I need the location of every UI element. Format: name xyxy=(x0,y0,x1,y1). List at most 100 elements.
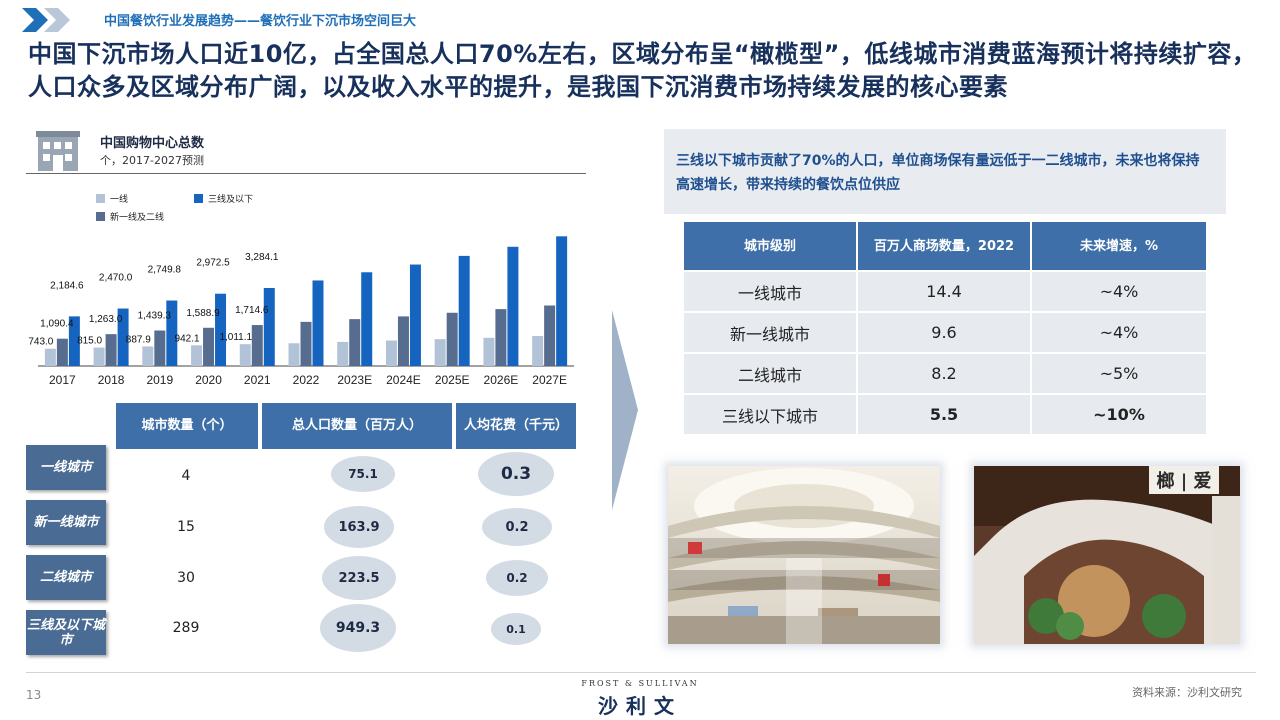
cell-malls: 9.6 xyxy=(858,313,1032,352)
bar xyxy=(483,337,495,366)
bar xyxy=(507,246,519,366)
spend-bubble: 0.2 xyxy=(482,508,552,546)
cell-malls: 8.2 xyxy=(858,354,1032,393)
x-tick-label: 2023E xyxy=(337,373,372,387)
bar xyxy=(532,335,544,366)
chart-subtitle: 个，2017-2027预测 xyxy=(100,154,204,167)
column-header-malls: 百万人商场数量，2022 xyxy=(858,222,1032,270)
breadcrumb: 中国餐饮行业发展趋势——餐饮行业下沉市场空间巨大 xyxy=(104,14,417,29)
table-row: 三线以下城市 5.5 ~10% xyxy=(684,393,1206,434)
bar xyxy=(361,272,373,366)
mall-density-table: 城市级别 百万人商场数量，2022 未来增速，% 一线城市 14.4 ~4% 新… xyxy=(684,222,1206,434)
divider xyxy=(26,173,586,174)
bar xyxy=(215,293,227,366)
brand-logo-cn: 沙利文 xyxy=(598,694,682,718)
arrow-right-icon xyxy=(612,310,638,510)
x-tick-label: 2026E xyxy=(484,373,519,387)
bar xyxy=(56,338,68,366)
bar xyxy=(544,305,556,366)
data-label: 1,588.9 xyxy=(186,308,220,319)
cell-level: 新一线城市 xyxy=(684,313,858,352)
row-label-tier2: 二线城市 xyxy=(26,555,106,600)
data-label: 1,090.4 xyxy=(40,319,74,330)
bar xyxy=(166,300,178,366)
population-bubble: 949.3 xyxy=(320,604,396,652)
cell-growth: ~10% xyxy=(1093,405,1145,424)
data-label: 1,011.1 xyxy=(219,332,252,343)
x-tick-label: 2025E xyxy=(435,373,470,387)
restaurant-photo: 榔 | 爱 xyxy=(974,466,1240,644)
cafe-sign-text: 榔 | 爱 xyxy=(1156,470,1211,492)
cell-growth: ~5% xyxy=(1099,364,1139,383)
bar xyxy=(397,316,409,366)
column-header-growth: 未来增速，% xyxy=(1079,238,1159,254)
legend-swatch xyxy=(96,212,105,221)
data-label: 743.0 xyxy=(28,337,53,348)
legend-swatch xyxy=(96,194,105,203)
cell-growth: ~4% xyxy=(1099,323,1139,342)
data-label: 2,184.6 xyxy=(50,280,84,291)
column-header-level: 城市级别 xyxy=(684,222,858,270)
page-number: 13 xyxy=(26,688,42,702)
x-tick-label: 2027E xyxy=(532,373,567,387)
data-label: 1,263.0 xyxy=(89,314,123,325)
city-count: 289 xyxy=(172,619,200,636)
x-tick-label: 2024E xyxy=(386,373,421,387)
bar xyxy=(349,319,361,366)
mall-count-bar-chart: 2017 2018 2019 2020 2021 2022 2023E 2024E 2025E 2… xyxy=(28,193,574,387)
bar xyxy=(556,236,568,366)
x-tick-label: 2021 xyxy=(244,373,271,387)
bar xyxy=(191,345,203,366)
bar xyxy=(105,334,117,366)
cell-level: 二线城市 xyxy=(684,354,858,393)
bar xyxy=(117,308,129,366)
legend-swatch xyxy=(194,194,203,203)
bar xyxy=(154,330,166,366)
row-label-tier1: 一线城市 xyxy=(26,445,106,490)
cell-level: 一线城市 xyxy=(684,272,858,311)
bar xyxy=(93,347,105,366)
bar xyxy=(385,340,397,366)
chart-title: 中国购物中心总数 xyxy=(100,136,205,151)
bar xyxy=(495,309,507,366)
bar xyxy=(288,343,300,366)
building-icon xyxy=(36,131,80,171)
data-label: 1,439.3 xyxy=(138,311,172,322)
population-bubble: 163.9 xyxy=(324,506,394,548)
bar xyxy=(300,321,312,366)
data-label: 3,284.1 xyxy=(245,252,279,263)
city-count: 30 xyxy=(177,569,195,586)
data-label: 2,972.5 xyxy=(196,258,230,269)
bar xyxy=(409,264,421,366)
city-count: 15 xyxy=(177,518,195,535)
cell-level: 三线以下城市 xyxy=(684,395,858,434)
data-label: 815.0 xyxy=(77,336,102,347)
table-row: 新一线城市 9.6 ~4% xyxy=(684,311,1206,352)
callout-box: 三线以下城市贡献了70%的人口，单位商场保有量远低于一二线城市，未来也将保持高速… xyxy=(664,129,1226,214)
city-tier-table: 城市数量（个） 总人口数量（百万人） 人均花费（千元） 一线城市 4 75.1 … xyxy=(26,403,586,661)
data-label: 2,470.0 xyxy=(99,273,133,284)
legend-label: 一线 xyxy=(110,193,128,205)
bar xyxy=(263,287,275,366)
table-row: 一线城市 14.4 ~4% xyxy=(684,270,1206,311)
data-label: 942.1 xyxy=(175,333,200,344)
cell-malls: 5.5 xyxy=(858,395,1032,434)
brand-logo-en: FROST & SULLIVAN xyxy=(581,679,699,688)
chevron-right-icon xyxy=(22,8,70,32)
spend-bubble: 0.2 xyxy=(486,560,548,596)
column-header-spend: 人均花费（千元） xyxy=(456,403,576,449)
page-title: 中国下沉市场人口近10亿，占全国总人口70%左右，区域分布呈“橄榄型”，低线城市… xyxy=(28,40,1257,101)
column-header-city-count: 城市数量（个） xyxy=(116,403,258,449)
population-bubble: 75.1 xyxy=(331,456,395,492)
data-label: 887.9 xyxy=(126,334,151,345)
bar xyxy=(68,316,80,366)
spend-bubble: 0.3 xyxy=(478,452,554,496)
x-tick-label: 2022 xyxy=(293,373,320,387)
x-tick-label: 2017 xyxy=(49,373,76,387)
table-header-row: 城市级别 百万人商场数量，2022 未来增速，% xyxy=(684,222,1206,270)
population-bubble: 223.5 xyxy=(322,556,396,600)
cell-growth: ~4% xyxy=(1099,282,1139,301)
bar xyxy=(458,255,470,366)
bar xyxy=(239,344,251,366)
x-tick-label: 2018 xyxy=(98,373,125,387)
